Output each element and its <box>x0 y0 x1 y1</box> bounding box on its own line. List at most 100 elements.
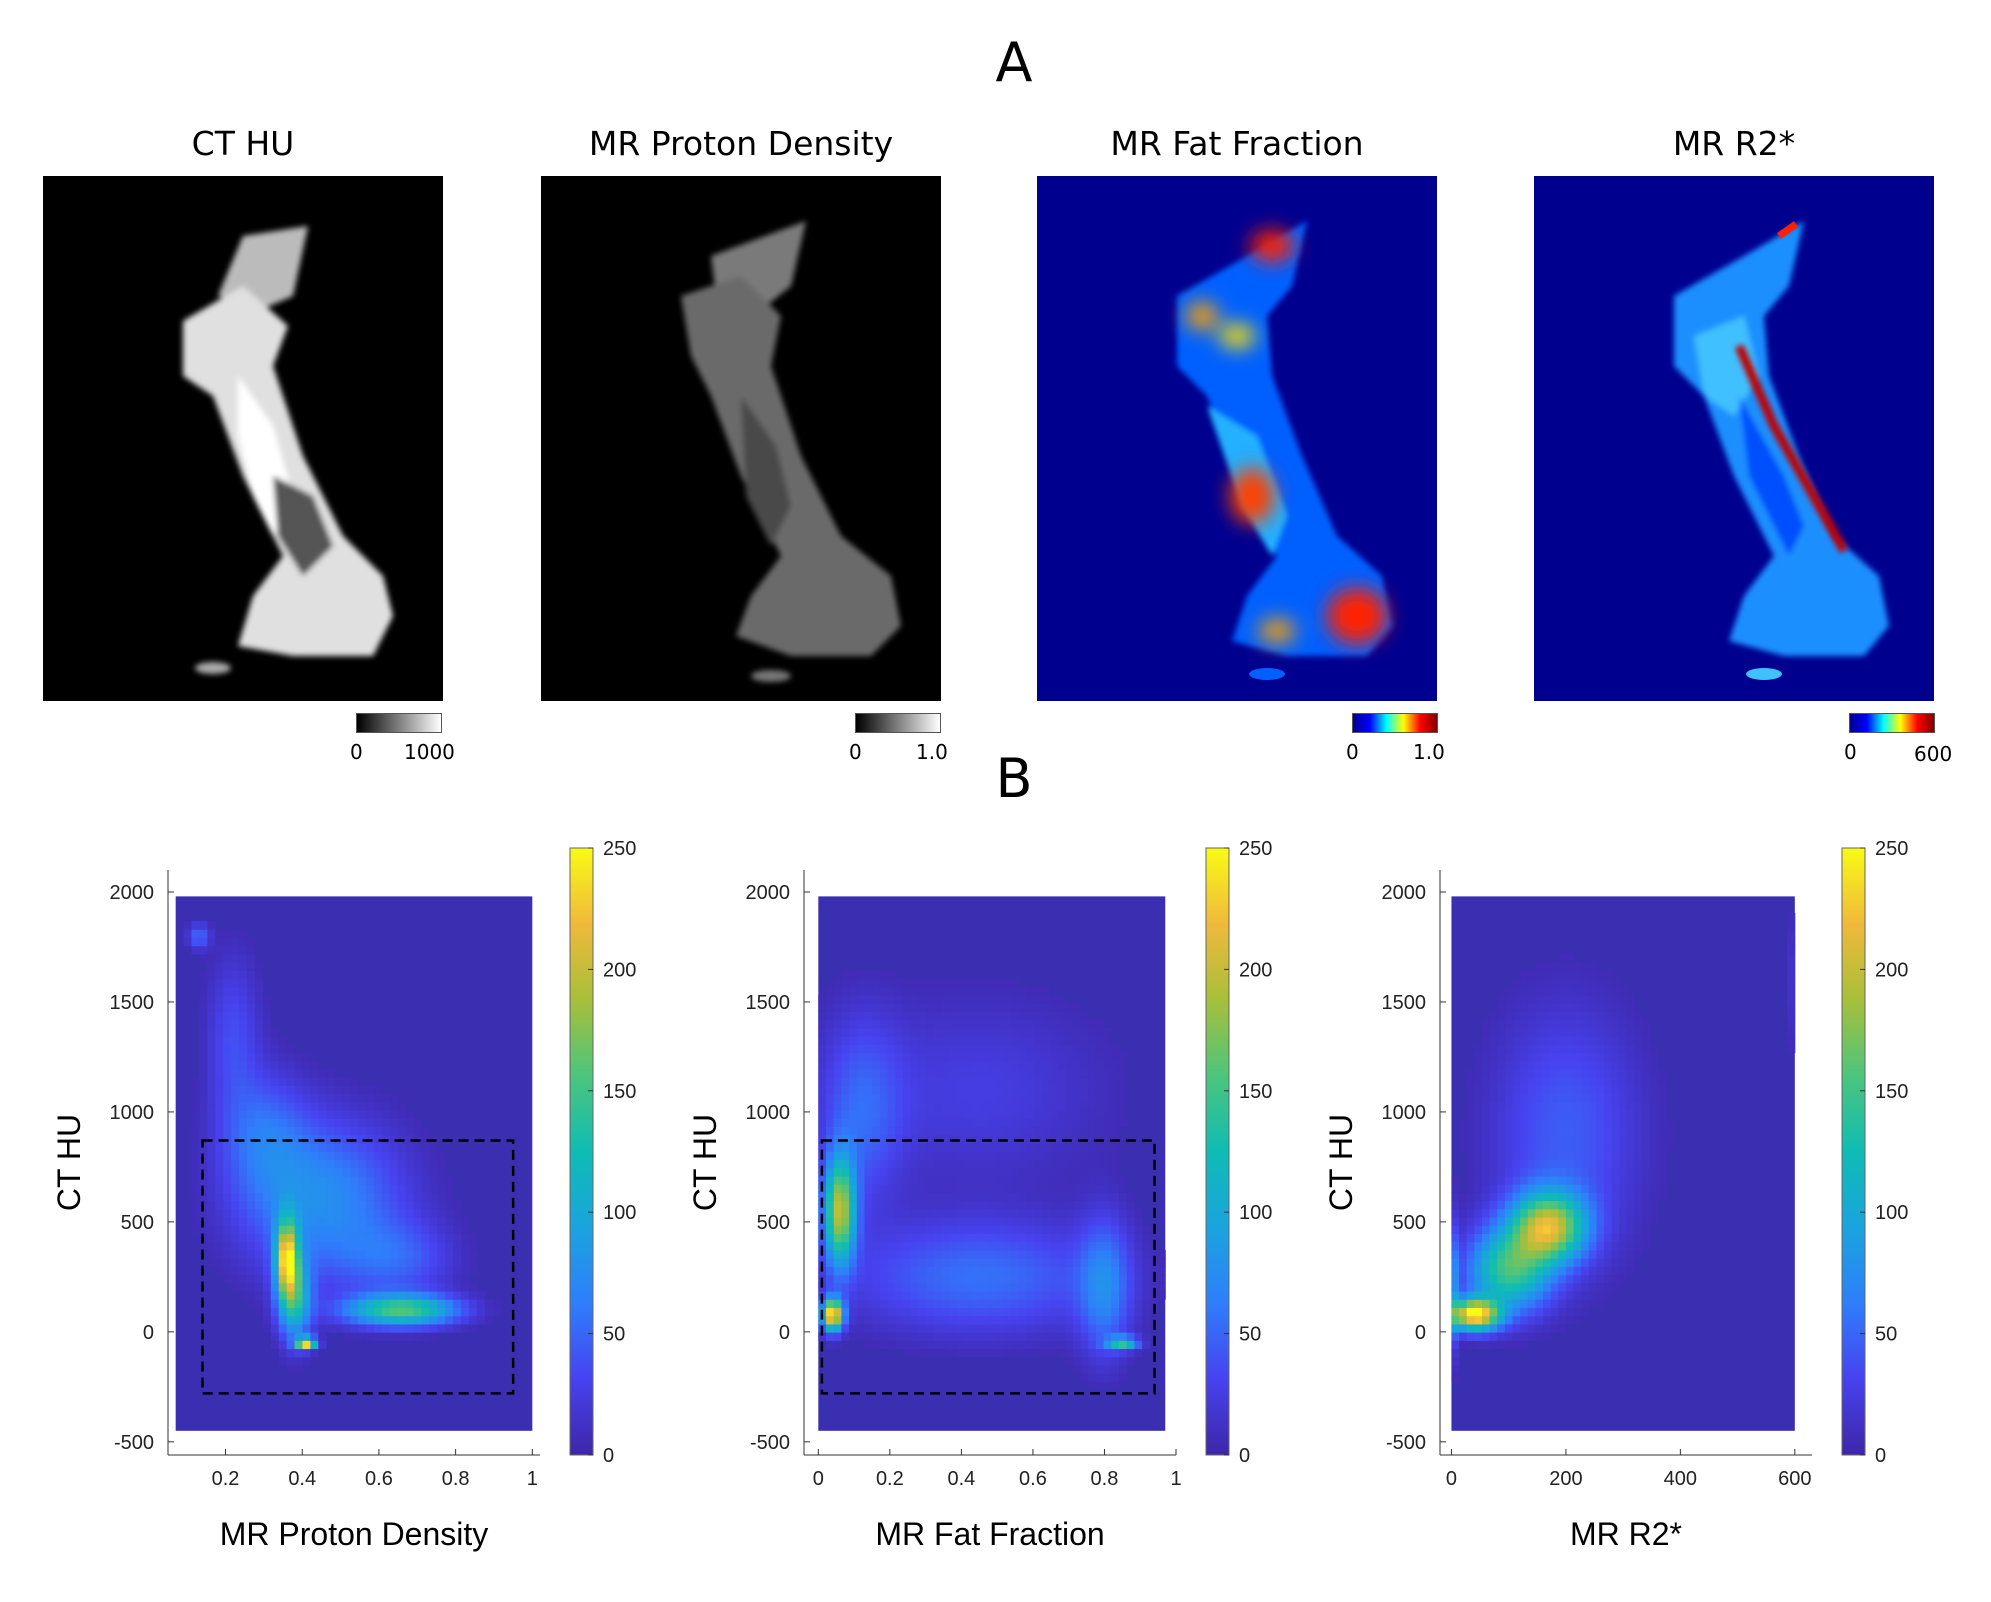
heatmap-bin <box>1041 1027 1051 1037</box>
heatmap-bin <box>1018 995 1027 1004</box>
heatmap-bin <box>231 945 240 955</box>
heatmap-bin <box>1611 1052 1620 1062</box>
heatmap-bin <box>1535 1233 1544 1243</box>
heatmap-bin <box>987 1093 997 1103</box>
heatmap-bin <box>1497 1044 1506 1054</box>
heatmap-bin <box>856 1167 866 1177</box>
heatmap-bin <box>1003 1241 1012 1251</box>
heatmap-bin <box>826 1225 835 1234</box>
heatmap-bin <box>1011 1340 1020 1350</box>
heatmap-bin <box>1581 1003 1590 1012</box>
heatmap-bin <box>887 1167 896 1177</box>
heatmap-bin <box>405 1208 414 1218</box>
heatmap-bin <box>818 1003 827 1012</box>
heatmap-bin <box>1481 1036 1491 1045</box>
heatmap-bin <box>247 1291 256 1300</box>
heatmap-bin <box>1003 1348 1012 1358</box>
heatmap-bin <box>1497 1110 1506 1119</box>
heatmap-bin <box>294 1307 303 1317</box>
heatmap-bin <box>357 1093 367 1103</box>
heatmap-bin <box>1474 1069 1483 1078</box>
heatmap-bin <box>334 1110 343 1119</box>
heatmap-bin <box>864 1069 873 1078</box>
heatmap-bin <box>342 1085 351 1095</box>
heatmap-bin <box>995 1143 1004 1152</box>
heatmap-bin <box>995 1225 1004 1234</box>
heatmap-bin <box>1003 995 1012 1004</box>
heatmap-bin <box>895 1323 904 1333</box>
heatmap-bin <box>1565 1159 1575 1169</box>
heatmap-bin <box>833 1184 842 1193</box>
heatmap-bin <box>987 1027 997 1037</box>
heatmap-bin <box>421 1299 430 1308</box>
heatmap-bin <box>841 1027 850 1037</box>
heatmap-bin <box>849 1060 858 1070</box>
heatmap-bin <box>199 970 208 980</box>
heatmap-bin <box>1065 1315 1074 1325</box>
heatmap-bin <box>1649 1159 1658 1169</box>
heatmap-bin <box>1026 1282 1035 1292</box>
heatmap-bin <box>1543 1036 1552 1045</box>
heatmap-bin <box>1504 1291 1513 1300</box>
heatmap-bin <box>1588 1101 1597 1111</box>
heatmap-bin <box>995 1085 1004 1095</box>
heatmap-bin <box>1634 1101 1643 1111</box>
heatmap-bin <box>933 1151 943 1160</box>
heatmap-bin <box>933 1077 943 1086</box>
heatmap-bin <box>872 1249 881 1259</box>
heatmap-bin <box>1072 1340 1081 1350</box>
heatmap-bin <box>381 1126 391 1136</box>
heatmap-bin <box>318 1274 327 1284</box>
heatmap-bin <box>1527 1069 1536 1078</box>
heatmap-bin <box>365 1085 375 1095</box>
r2-image <box>1534 176 1934 701</box>
heatmap-bin <box>326 1225 335 1234</box>
heatmap-bin <box>1481 1052 1491 1062</box>
heatmap-bin <box>1565 953 1575 963</box>
heatmap-bin <box>1041 1200 1051 1210</box>
heatmap-bin <box>1451 1356 1460 1366</box>
heatmap-bin <box>1474 1323 1483 1333</box>
heatmap-bin <box>1588 1027 1597 1037</box>
heatmap-bin <box>350 1274 359 1284</box>
heatmap-bin <box>987 1101 997 1111</box>
heatmap-bin <box>468 1315 478 1325</box>
heatmap-bin <box>1119 1332 1128 1341</box>
heatmap-bin <box>895 1151 904 1160</box>
heatmap-bin <box>864 1233 873 1243</box>
heatmap-bin <box>373 1323 383 1333</box>
heatmap-bin <box>933 1143 943 1152</box>
heatmap-bin <box>1588 1151 1597 1160</box>
heatmap-bin <box>215 978 224 988</box>
heatmap-bin <box>1134 1225 1143 1234</box>
heatmap-bin <box>1018 1282 1027 1292</box>
heatmap-bin <box>895 1200 904 1210</box>
heatmap-bin <box>1565 970 1575 980</box>
heatmap-bin <box>849 1077 858 1086</box>
heatmap-bin <box>864 978 873 988</box>
heatmap-bin <box>1634 1110 1643 1119</box>
heatmap-bin <box>326 1077 335 1086</box>
heatmap-bin <box>1588 1069 1597 1078</box>
heatmap-bin <box>1543 1299 1552 1308</box>
heatmap-bin <box>1119 1274 1128 1284</box>
heatmap-bin <box>1119 1241 1128 1251</box>
heatmap-bin <box>818 1036 827 1045</box>
heatmap-bin <box>1041 1274 1051 1284</box>
heatmap-bin <box>833 1274 842 1284</box>
heatmap-bin <box>1619 1011 1628 1021</box>
heatmap-bin <box>397 1307 407 1317</box>
heatmap-bin <box>856 1134 866 1144</box>
heatmap-bin <box>933 1307 943 1317</box>
heatmap-bin <box>957 1101 966 1111</box>
heatmap-bin <box>389 1307 399 1317</box>
heatmap-bin <box>1041 1151 1051 1160</box>
heatmap-bin <box>1504 1069 1513 1078</box>
heatmap-bin <box>1072 1348 1081 1358</box>
heatmap-bin <box>872 1208 881 1218</box>
heatmap-bin <box>957 1299 966 1308</box>
heatmap-bin <box>1095 1167 1105 1177</box>
heatmap-bin <box>437 1307 446 1317</box>
heatmap-bin <box>926 1200 935 1210</box>
heatmap-bin <box>326 1126 335 1136</box>
